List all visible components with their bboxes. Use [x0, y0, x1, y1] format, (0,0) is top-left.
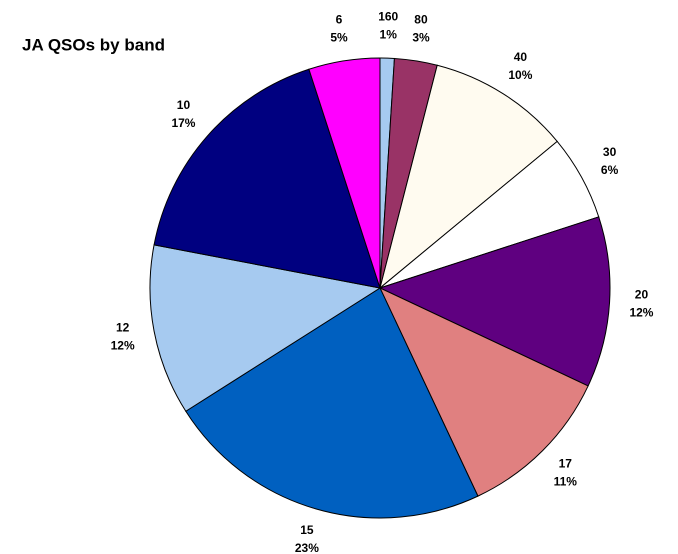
pie-slice — [149, 244, 382, 412]
slice-label: 160 — [378, 9, 398, 23]
slice-value-label: 23% — [295, 541, 319, 554]
slice-value-label: 12% — [629, 306, 653, 320]
slice-label: 10 — [177, 98, 191, 112]
pie-slice — [185, 287, 479, 519]
pie-slice — [153, 68, 381, 289]
slice-value-label: 11% — [554, 474, 578, 488]
pie-slice — [379, 64, 558, 290]
chart-title: JA QSOs by band — [22, 35, 165, 54]
pie-slice — [308, 57, 381, 289]
slice-value-label: 10% — [508, 68, 532, 82]
slice-value-label: 12% — [111, 338, 135, 352]
slice-label: 17 — [559, 456, 573, 470]
slice-label: 20 — [635, 288, 649, 302]
slice-value-label: 3% — [412, 30, 430, 44]
slice-label: 12 — [116, 320, 130, 334]
slice-value-label: 5% — [330, 30, 348, 44]
slice-label: 30 — [603, 145, 617, 159]
slice-value-label: 1% — [380, 27, 398, 41]
slice-label: 40 — [514, 50, 528, 64]
slice-label: 15 — [300, 523, 314, 537]
pie-slice — [378, 286, 589, 497]
slice-label: 6 — [336, 12, 343, 26]
slice-label: 80 — [414, 12, 428, 26]
slice-value-label: 6% — [601, 163, 619, 177]
slice-value-label: 17% — [171, 116, 195, 130]
pie-slice — [378, 216, 611, 387]
